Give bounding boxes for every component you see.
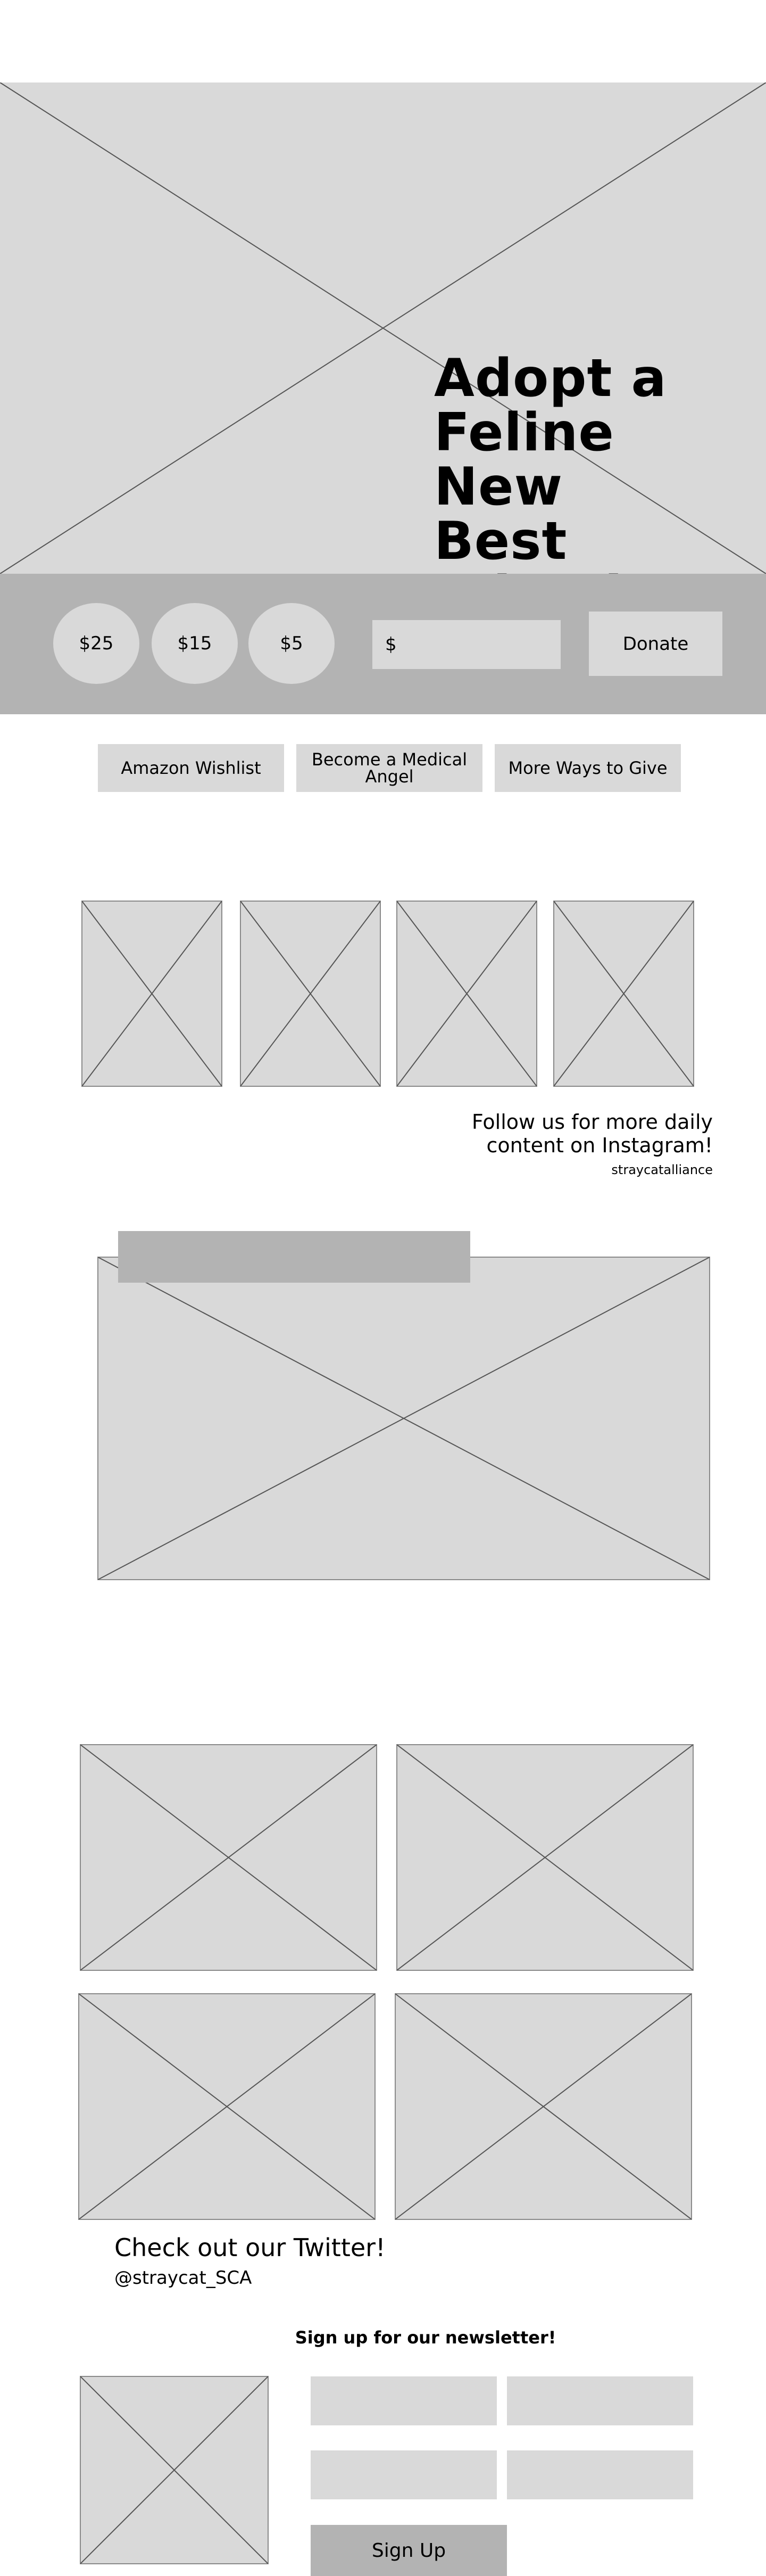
image-placeholder-icon	[80, 2376, 268, 2564]
hero-title-line: Adopt a	[434, 348, 667, 409]
instagram-handle-link[interactable]: straycatalliance	[611, 1162, 713, 1177]
newsletter-field-4[interactable]	[507, 2450, 693, 2499]
signup-button[interactable]: Sign Up	[311, 2525, 507, 2576]
custom-amount-input[interactable]	[401, 633, 552, 656]
twitter-post-image[interactable]	[80, 1744, 377, 1971]
donate-amount-25-button[interactable]: $25	[53, 603, 139, 684]
image-placeholder-icon	[98, 1257, 710, 1580]
twitter-heading: Check out our Twitter!	[114, 2233, 386, 2262]
image-placeholder-icon	[82, 901, 222, 1086]
feature-image	[97, 1257, 710, 1580]
twitter-post-image[interactable]	[78, 1993, 376, 2220]
image-placeholder-icon	[395, 1994, 692, 2219]
twitter-post-image[interactable]	[396, 1744, 694, 1971]
image-placeholder-icon	[554, 901, 694, 1086]
instagram-post-image[interactable]	[396, 901, 537, 1087]
donate-amount-5-button[interactable]: $5	[248, 603, 335, 684]
more-ways-to-give-button[interactable]: More Ways to Give	[495, 744, 681, 792]
instagram-post-image[interactable]	[81, 901, 222, 1087]
donate-amount-15-button[interactable]: $15	[152, 603, 238, 684]
image-placeholder-icon	[397, 901, 537, 1086]
hero-title-line: Feline New	[434, 402, 614, 517]
amazon-wishlist-button[interactable]: Amazon Wishlist	[98, 744, 284, 792]
newsletter-field-3[interactable]	[311, 2450, 497, 2499]
newsletter-image	[80, 2376, 269, 2564]
medical-angel-button[interactable]: Become a Medical Angel	[296, 744, 482, 792]
newsletter-field-2[interactable]	[507, 2376, 693, 2425]
twitter-handle-link[interactable]: @straycat_SCA	[114, 2267, 252, 2289]
instagram-post-image[interactable]	[553, 901, 694, 1087]
image-placeholder-icon	[79, 1994, 375, 2219]
custom-amount-field[interactable]: $	[372, 620, 561, 669]
newsletter-heading: Sign up for our newsletter!	[295, 2327, 556, 2348]
image-placeholder-icon	[240, 901, 380, 1086]
donate-button[interactable]: Donate	[589, 612, 722, 676]
image-placeholder-icon	[0, 82, 766, 574]
newsletter-field-1[interactable]	[311, 2376, 497, 2425]
image-placeholder-icon	[397, 1745, 693, 1970]
currency-symbol: $	[385, 634, 397, 655]
instagram-post-image[interactable]	[240, 901, 381, 1087]
image-placeholder-icon	[80, 1745, 377, 1970]
feature-caption-banner	[118, 1231, 470, 1283]
hero-image	[0, 82, 766, 574]
twitter-post-image[interactable]	[395, 1993, 692, 2220]
instagram-heading: Follow us for more daily content on Inst…	[471, 1110, 713, 1157]
